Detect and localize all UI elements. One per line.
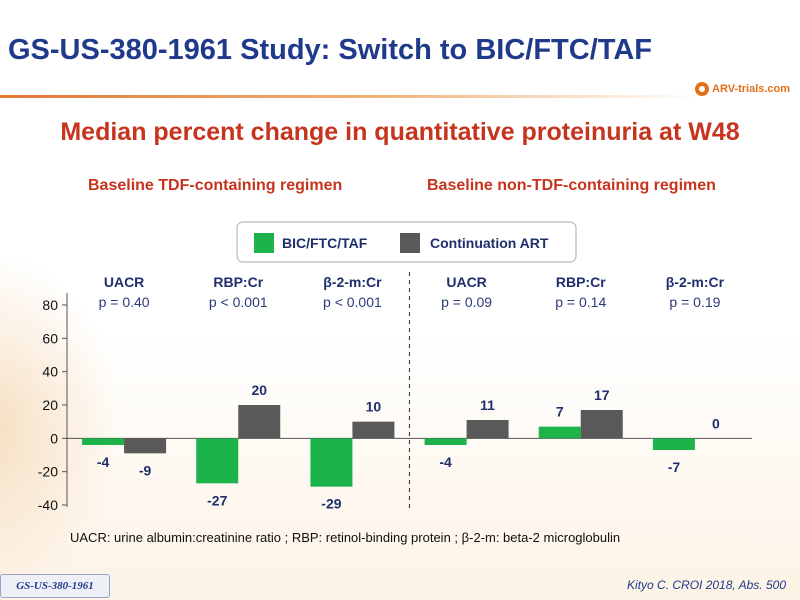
data-label: -4 (97, 454, 110, 470)
y-tick-label: 80 (42, 297, 58, 313)
data-label: -27 (207, 492, 227, 508)
bar-continuation-art (238, 405, 281, 439)
bar-bic-ftc-taf (538, 426, 581, 439)
title-divider (0, 95, 700, 98)
data-label: 7 (556, 404, 564, 420)
y-tick-label: -40 (38, 497, 58, 513)
study-badge: GS-US-380-1961 (0, 574, 110, 598)
category-label: UACR (446, 274, 486, 290)
data-label: 17 (594, 387, 610, 403)
data-label: 11 (480, 397, 495, 413)
legend-swatch-continuation-art (400, 233, 420, 253)
p-value-label: p < 0.001 (323, 294, 382, 310)
p-value-label: p = 0.14 (555, 294, 606, 310)
y-tick-label: -20 (38, 464, 58, 480)
data-label: 20 (251, 382, 267, 398)
slide-title: GS-US-380-1961 Study: Switch to BIC/FTC/… (8, 34, 652, 66)
bar-continuation-art (580, 410, 623, 439)
y-tick-label: 60 (42, 330, 58, 346)
p-value-label: p = 0.09 (441, 294, 492, 310)
arv-trials-logo: ARV-trials.com (695, 79, 790, 99)
data-label: 10 (366, 399, 382, 415)
abbreviations-footnote: UACR: urine albumin:creatinine ratio ; R… (70, 530, 621, 545)
legend-swatch-bic-ftc-taf (254, 233, 274, 253)
bar-bic-ftc-taf (82, 438, 125, 445)
data-label: -4 (439, 454, 452, 470)
p-value-label: p = 0.40 (99, 294, 150, 310)
data-label: -9 (139, 462, 152, 478)
group-label-tdf: Baseline TDF-containing regimen (88, 177, 343, 194)
citation: Kityo C. CROI 2018, Abs. 500 (627, 578, 786, 592)
p-value-label: p < 0.001 (209, 294, 268, 310)
bar-bic-ftc-taf (424, 438, 467, 445)
data-label: 0 (712, 415, 720, 431)
bar-bic-ftc-taf (310, 438, 353, 487)
bar-continuation-art (352, 421, 395, 439)
y-tick-label: 0 (50, 430, 58, 446)
group-label-non-tdf: Baseline non-TDF-containing regimen (427, 177, 716, 194)
bar-continuation-art (466, 420, 509, 439)
data-label: -7 (668, 459, 681, 475)
y-tick-label: 40 (42, 364, 58, 380)
bar-bic-ftc-taf (652, 438, 695, 450)
category-label: RBP:Cr (556, 274, 606, 290)
legend-label-bic-ftc-taf: BIC/FTC/TAF (282, 235, 368, 251)
bar-continuation-art (124, 438, 167, 454)
logo-text: ARV-trials.com (712, 83, 791, 95)
legend-label-continuation-art: Continuation ART (430, 235, 549, 251)
chart-subtitle: Median percent change in quantitative pr… (60, 118, 740, 146)
bar-bic-ftc-taf (196, 438, 239, 484)
logo-icon (695, 82, 709, 96)
p-value-label: p = 0.19 (669, 294, 720, 310)
category-label: RBP:Cr (213, 274, 263, 290)
category-label: β-2-m:Cr (323, 274, 382, 290)
background-decoration (0, 250, 120, 600)
category-label: UACR (104, 274, 144, 290)
data-label: -29 (321, 496, 341, 512)
category-label: β-2-m:Cr (666, 274, 725, 290)
y-tick-label: 20 (42, 397, 58, 413)
